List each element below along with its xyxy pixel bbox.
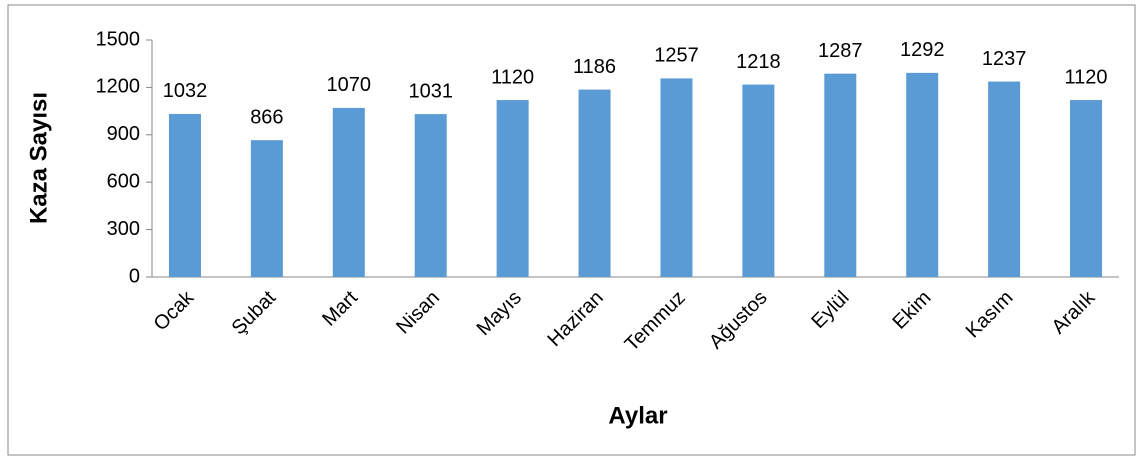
x-axis-title: Aylar (608, 402, 667, 429)
x-tick-label: Haziran (544, 287, 608, 351)
data-label: 1218 (736, 51, 781, 73)
data-label: 1031 (408, 80, 453, 102)
x-tick-label: Ekim (888, 287, 935, 334)
y-tick-label: 1200 (96, 76, 141, 98)
data-label: 1186 (573, 56, 616, 78)
data-label: 1257 (654, 45, 699, 67)
bar (660, 78, 693, 277)
data-label: 1287 (818, 40, 863, 62)
x-tick-label: Nisan (392, 287, 444, 339)
x-tick-label: Mart (318, 286, 362, 330)
chart-border (7, 4, 1136, 456)
x-tick-label: Ocak (150, 286, 199, 335)
y-tick-label: 300 (107, 218, 140, 240)
data-label: 1120 (491, 66, 534, 88)
y-tick-label: 900 (107, 123, 140, 145)
data-label: 866 (250, 106, 283, 128)
data-label: 1032 (163, 80, 208, 102)
bar (414, 114, 447, 278)
x-tick-label: Eylül (807, 287, 853, 333)
data-label: 1070 (327, 74, 372, 96)
x-tick-label: Temmuz (621, 287, 690, 356)
bar (824, 73, 857, 278)
x-tick-label: Aralık (1048, 286, 1100, 338)
bar (496, 100, 529, 277)
bar (168, 113, 201, 277)
bar (906, 72, 939, 277)
bar (578, 89, 611, 277)
bar (742, 84, 775, 277)
data-label: 1237 (982, 48, 1027, 70)
bar (1070, 100, 1103, 277)
x-tick-label: Şubat (228, 286, 281, 339)
data-label: 1292 (900, 39, 945, 61)
data-label: 1120 (1065, 66, 1108, 88)
bar (332, 107, 365, 277)
x-tick-label: Ağustos (705, 287, 772, 354)
bar (250, 140, 283, 277)
y-tick-label: 0 (129, 265, 140, 287)
x-tick-label: Mayıs (473, 287, 526, 340)
y-axis-title: Kaza Sayısı (25, 92, 52, 224)
y-tick-label: 600 (107, 170, 140, 192)
y-tick-label: 1500 (96, 28, 141, 50)
x-tick-label: Kasım (962, 287, 1018, 343)
bar (988, 81, 1021, 277)
